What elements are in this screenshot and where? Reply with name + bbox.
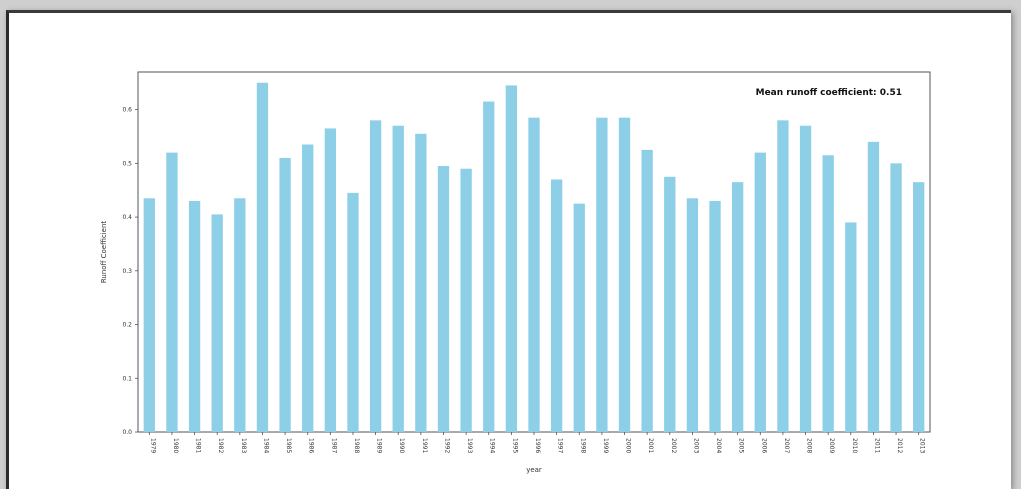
bar <box>438 166 449 432</box>
y-tick-label: 0.3 <box>122 268 132 275</box>
bar <box>551 179 562 432</box>
x-tick-label: 1983 <box>240 438 247 453</box>
x-tick-label: 1998 <box>579 438 586 453</box>
x-tick-label: 1979 <box>149 438 156 453</box>
x-tick-label: 1989 <box>376 438 383 453</box>
x-tick-label: 1986 <box>308 438 315 453</box>
bar <box>823 155 834 432</box>
x-tick-label: 1985 <box>285 438 292 453</box>
x-axis-label: year <box>526 466 542 474</box>
x-tick-label: 1993 <box>466 438 473 453</box>
y-tick-label: 0.6 <box>122 107 132 114</box>
bar <box>483 102 494 432</box>
bar <box>325 128 336 432</box>
x-tick-label: 1980 <box>172 438 179 453</box>
x-tick-label: 2012 <box>896 438 903 453</box>
bar <box>732 182 743 432</box>
bar <box>800 126 811 432</box>
bar <box>257 83 268 432</box>
bar <box>212 214 223 432</box>
y-tick-label: 0.1 <box>122 375 132 382</box>
bar <box>845 222 856 432</box>
bar <box>528 118 539 432</box>
bar <box>687 198 698 432</box>
x-tick-label: 2006 <box>760 438 767 453</box>
bar <box>755 153 766 432</box>
bar <box>641 150 652 432</box>
x-axis-ticks: 1979 1980 1981 1982 1983 1984 1985 1986 1987 1988… <box>149 432 925 453</box>
x-tick-label: 2003 <box>692 438 699 453</box>
x-tick-label: 1996 <box>534 438 541 453</box>
bar <box>144 198 155 432</box>
bar <box>574 204 585 432</box>
x-tick-label: 1991 <box>421 438 428 453</box>
x-tick-label: 1988 <box>353 438 360 453</box>
bar <box>347 193 358 432</box>
x-tick-label: 1990 <box>398 438 405 453</box>
bars-group <box>144 83 925 432</box>
mean-annotation: Mean runoff coefficient: 0.51 <box>756 88 902 98</box>
y-axis-ticks: 0.0 0.1 0.2 0.3 0.4 0.5 0.6 <box>122 107 138 436</box>
x-tick-label: 2000 <box>625 438 632 453</box>
bar <box>664 177 675 432</box>
y-tick-label: 0.2 <box>122 322 132 329</box>
x-tick-label: 1984 <box>262 438 269 453</box>
x-tick-label: 2010 <box>851 438 858 453</box>
bar <box>234 198 245 432</box>
bar <box>913 182 924 432</box>
x-tick-label: 2011 <box>873 438 880 453</box>
x-tick-label: 1982 <box>217 438 224 453</box>
y-tick-label: 0.0 <box>122 429 132 436</box>
x-tick-label: 2001 <box>647 438 654 453</box>
bar <box>619 118 630 432</box>
x-tick-label: 2005 <box>738 438 745 453</box>
bar <box>506 85 517 432</box>
x-tick-label: 2004 <box>715 438 722 453</box>
x-tick-label: 2002 <box>670 438 677 453</box>
bar <box>709 201 720 432</box>
bar <box>302 145 313 432</box>
x-tick-label: 1994 <box>489 438 496 453</box>
x-tick-label: 2007 <box>783 438 790 453</box>
bar <box>166 153 177 432</box>
bar <box>890 163 901 432</box>
x-tick-label: 1981 <box>195 438 202 453</box>
y-axis-label: Runoff Coefficient <box>100 221 108 284</box>
x-tick-label: 2008 <box>806 438 813 453</box>
bar <box>460 169 471 432</box>
bar <box>279 158 290 432</box>
bar <box>415 134 426 432</box>
bar <box>596 118 607 432</box>
bar <box>868 142 879 432</box>
x-tick-label: 2013 <box>919 438 926 453</box>
x-tick-label: 1999 <box>602 438 609 453</box>
bar <box>189 201 200 432</box>
bar <box>393 126 404 432</box>
x-tick-label: 1987 <box>330 438 337 453</box>
y-tick-label: 0.4 <box>122 214 132 221</box>
bar <box>777 120 788 432</box>
bar <box>370 120 381 432</box>
y-tick-label: 0.5 <box>122 160 132 167</box>
x-tick-label: 1995 <box>511 438 518 453</box>
x-tick-label: 1992 <box>443 438 450 453</box>
x-tick-label: 2009 <box>828 438 835 453</box>
x-tick-label: 1997 <box>557 438 564 453</box>
